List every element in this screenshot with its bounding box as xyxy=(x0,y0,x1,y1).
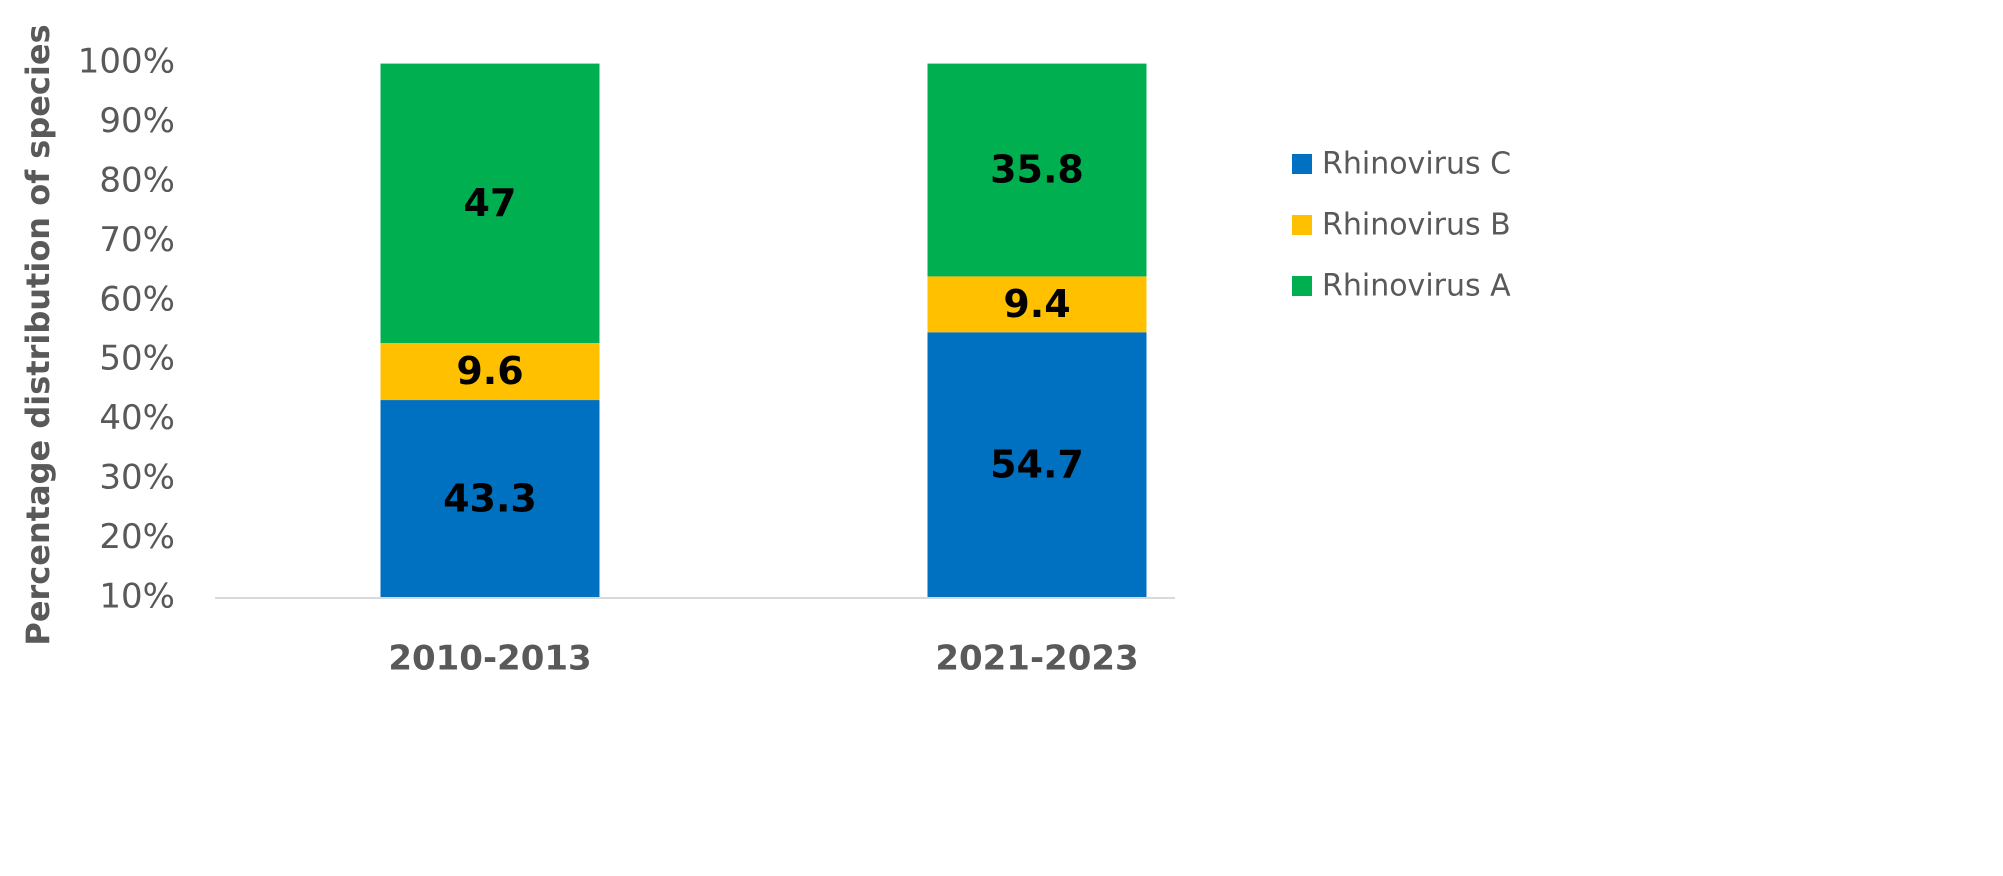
data-label: 35.8 xyxy=(990,148,1084,192)
y-tick-label: 10% xyxy=(99,577,175,617)
data-label: 54.7 xyxy=(990,443,1084,487)
y-tick-label: 100% xyxy=(78,42,175,82)
legend-swatch xyxy=(1292,154,1312,174)
legend-swatch xyxy=(1292,276,1312,296)
y-tick-label: 90% xyxy=(99,101,175,141)
bar-segment xyxy=(380,400,600,598)
y-tick-label: 30% xyxy=(99,458,175,498)
x-tick-label: 2021-2023 xyxy=(935,639,1138,679)
data-label: 47 xyxy=(464,181,517,225)
y-axis-title: Percentage distribution of species xyxy=(19,24,57,645)
bar-segment xyxy=(380,342,600,401)
bar-segment xyxy=(927,63,1147,277)
x-tick-label: 2010-2013 xyxy=(388,639,591,679)
legend-label: Rhinovirus C xyxy=(1322,147,1511,182)
y-tick-label: 80% xyxy=(99,160,175,200)
y-tick-label: 20% xyxy=(99,517,175,557)
legend-label: Rhinovirus A xyxy=(1322,269,1511,304)
bar-segment xyxy=(380,63,600,343)
data-label: 9.6 xyxy=(456,349,523,393)
y-tick-label: 40% xyxy=(99,398,175,438)
bar-segment xyxy=(927,276,1147,333)
y-tick-label: 50% xyxy=(99,339,175,379)
data-label: 43.3 xyxy=(443,477,537,521)
data-label: 9.4 xyxy=(1003,282,1070,326)
bar-segment xyxy=(927,332,1147,598)
legend-label: Rhinovirus B xyxy=(1322,208,1511,243)
legend-swatch xyxy=(1292,215,1312,235)
y-tick-label: 70% xyxy=(99,220,175,260)
y-tick-label: 60% xyxy=(99,279,175,319)
